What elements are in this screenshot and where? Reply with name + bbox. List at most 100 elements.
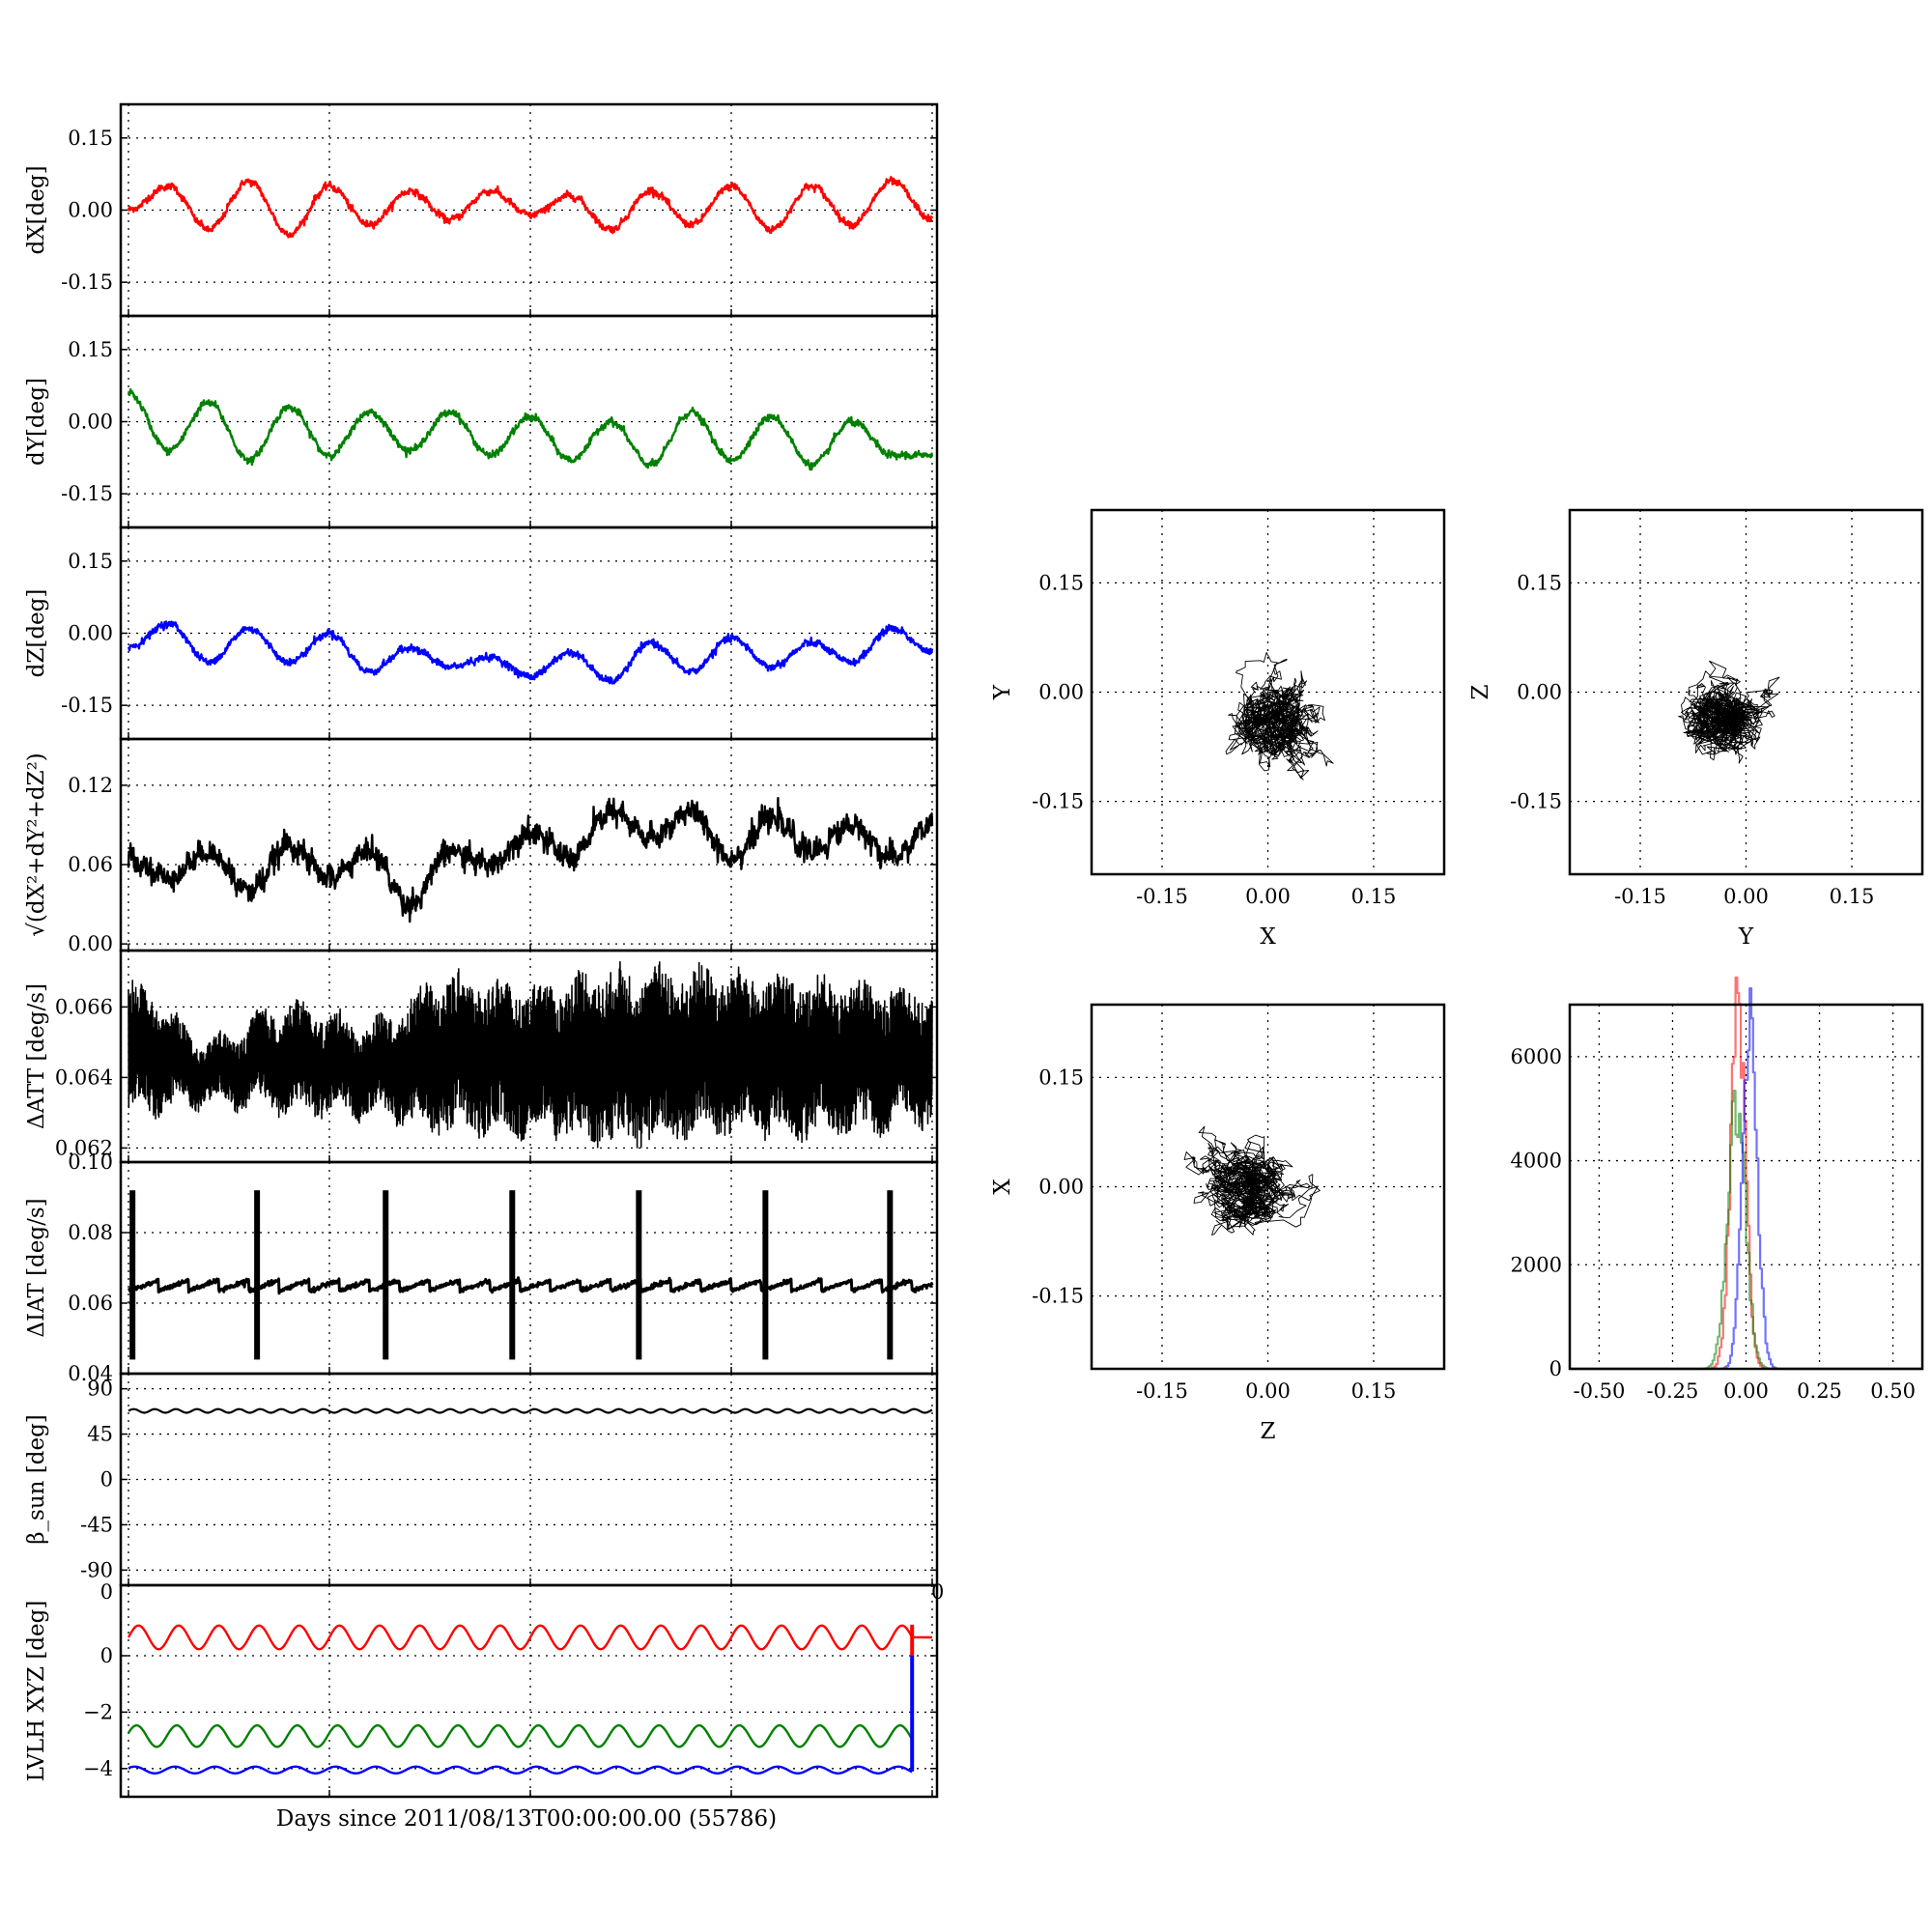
y-tick-label: 6000	[1511, 1045, 1562, 1068]
scatter-panel-3: -0.15 -0.15 0.00 0.00 0.15 0.15 Z X	[990, 1003, 1446, 1444]
y-tick-label: 0.00	[68, 411, 113, 434]
scatter-trace	[1225, 652, 1334, 781]
y-axis-label: dX[deg]	[24, 165, 49, 254]
y-tick-label: -0.15	[1032, 790, 1084, 813]
x-tick-label: 0.00	[1245, 885, 1291, 908]
x-tick-label: -0.50	[1573, 1379, 1625, 1403]
series-line	[127, 176, 934, 239]
x-tick-label: 0.00	[1245, 1379, 1291, 1403]
y-tick-label: -0.15	[61, 482, 113, 505]
y-tick-label: 0.15	[68, 338, 113, 361]
scatter-trace	[1183, 1125, 1321, 1236]
y-tick-label: 0	[1549, 1357, 1562, 1380]
y-tick-label: 4000	[1511, 1150, 1562, 1173]
series-line	[128, 960, 933, 1149]
series-line	[128, 1407, 933, 1414]
scatter-panel-2: -0.15 -0.15 0.00 0.00 0.15 0.15 Y Z	[1468, 508, 1924, 950]
y-tick-label: 0.15	[68, 550, 113, 573]
spike-mark	[129, 1190, 136, 1360]
x-axis-label: Y	[1738, 924, 1754, 950]
y-tick-label: 0.00	[68, 199, 113, 222]
y-tick-label: 0.00	[1038, 681, 1084, 704]
spike-mark	[509, 1190, 516, 1360]
y-tick-label: −2	[83, 1700, 113, 1723]
x-axis-label: X	[1260, 924, 1276, 950]
panel-frame	[1568, 1003, 1924, 1371]
x-tick-label: 0.15	[1351, 1379, 1397, 1403]
histogram-panel: -0.50 -0.25 0.00 0.25 0.50 6000 4000 2000 0	[1511, 976, 1924, 1403]
timeseries-panel-5: 0.066 0.064 0.062 ΔATT [deg/s]	[24, 951, 937, 1162]
y-tick-label: 0	[100, 1468, 113, 1492]
x-tick-label: -0.25	[1647, 1379, 1699, 1403]
y-axis-label: ΔATT [deg/s]	[24, 983, 49, 1129]
y-tick-label: 0.06	[68, 853, 113, 876]
x-tick-label: 0.50	[1870, 1379, 1916, 1403]
timeseries-panel-2: 0.15 0.00 -0.15 dY[deg]	[24, 316, 937, 527]
x-tick-label: -0.15	[1136, 885, 1188, 908]
y-axis-label: ΔIAT [deg/s]	[24, 1198, 49, 1337]
y-tick-label: 0	[100, 1644, 113, 1667]
spike-mark	[254, 1190, 261, 1360]
x-tick-label: 0.25	[1797, 1379, 1842, 1403]
y-tick-label: -45	[80, 1513, 113, 1536]
y-axis-label: dZ[deg]	[24, 589, 49, 678]
x-tick-label: -0.15	[1136, 1379, 1188, 1403]
series-line	[128, 1765, 913, 1775]
y-tick-label: 0.00	[1517, 681, 1562, 704]
y-axis-label: X	[990, 1179, 1015, 1195]
scatter-trace	[1678, 660, 1780, 764]
y-tick-label: 2000	[1511, 1253, 1562, 1276]
x-tick-label: 0.15	[1351, 885, 1397, 908]
x-tick-label: 0.00	[1723, 1379, 1769, 1403]
y-tick-label: -90	[80, 1558, 113, 1581]
scatter-panel-1: -0.15 -0.15 0.00 0.00 0.15 0.15 X Y	[990, 508, 1446, 950]
panel-frame	[119, 314, 939, 529]
y-tick-label: 0.064	[55, 1065, 113, 1089]
timeseries-panel-1: 0.15 0.00 -0.15 dX[deg]	[24, 104, 937, 316]
y-tick-label: -0.15	[61, 694, 113, 717]
series-line	[127, 797, 934, 923]
series-line	[127, 1723, 914, 1748]
timeseries-panel-3: 0.15 0.00 -0.15 dZ[deg]	[24, 527, 937, 739]
spike-mark	[887, 1190, 894, 1360]
y-axis-label: β_sun [deg]	[24, 1414, 49, 1545]
y-axis-label: dY[deg]	[24, 378, 49, 466]
y-axis-label: LVLH XYZ [deg]	[24, 1601, 49, 1782]
series-line	[127, 387, 934, 471]
y-tick-label: 0.10	[68, 1151, 113, 1174]
bottom-x-axis-label: Days since 2011/08/13T00:00:00.00 (55786…	[276, 1806, 777, 1832]
y-tick-label: 0.08	[68, 1221, 113, 1244]
y-tick-label: 0.062	[55, 1136, 113, 1159]
series-line	[127, 1624, 914, 1651]
y-tick-label: -0.15	[61, 270, 113, 294]
series-line	[127, 620, 934, 685]
x-tick-label: 0.15	[1830, 885, 1875, 908]
spike-mark	[383, 1190, 389, 1360]
y-tick-label: 0.06	[68, 1292, 113, 1315]
y-tick-label: -0.15	[1510, 790, 1562, 813]
y-tick-label: 0.00	[1038, 1176, 1084, 1199]
y-tick-label: −4	[83, 1757, 113, 1780]
y-tick-label: 0.15	[1038, 571, 1084, 594]
y-axis-label: √(dX²+dY²+dZ²)	[24, 753, 49, 937]
panel-frame	[119, 102, 939, 318]
y-tick-label: 0.15	[1038, 1065, 1084, 1089]
panel-frame	[1568, 508, 1924, 876]
panel-frame	[119, 1160, 939, 1376]
panel-frame	[1090, 508, 1446, 876]
y-tick-label: 0.15	[68, 127, 113, 150]
timeseries-panel-6: 0.10 0.08 0.06 0.04 ΔIAT [deg/s]	[24, 1151, 937, 1385]
x-tick-label: 0.00	[1723, 885, 1769, 908]
x-tick-label: -0.15	[1614, 885, 1666, 908]
y-tick-label: 0.12	[68, 774, 113, 797]
y-tick-label: -0.15	[1032, 1285, 1084, 1308]
x-axis-label: Z	[1261, 1419, 1276, 1444]
y-tick-label: 0.00	[68, 932, 113, 955]
series-line	[127, 1276, 934, 1295]
timeseries-panel-4: 0.12 0.06 0.00 √(dX²+dY²+dZ²)	[24, 739, 937, 955]
y-tick-label: 0.00	[68, 622, 113, 645]
y-axis-label: Y	[990, 684, 1015, 700]
panel-frame	[119, 1583, 939, 1799]
